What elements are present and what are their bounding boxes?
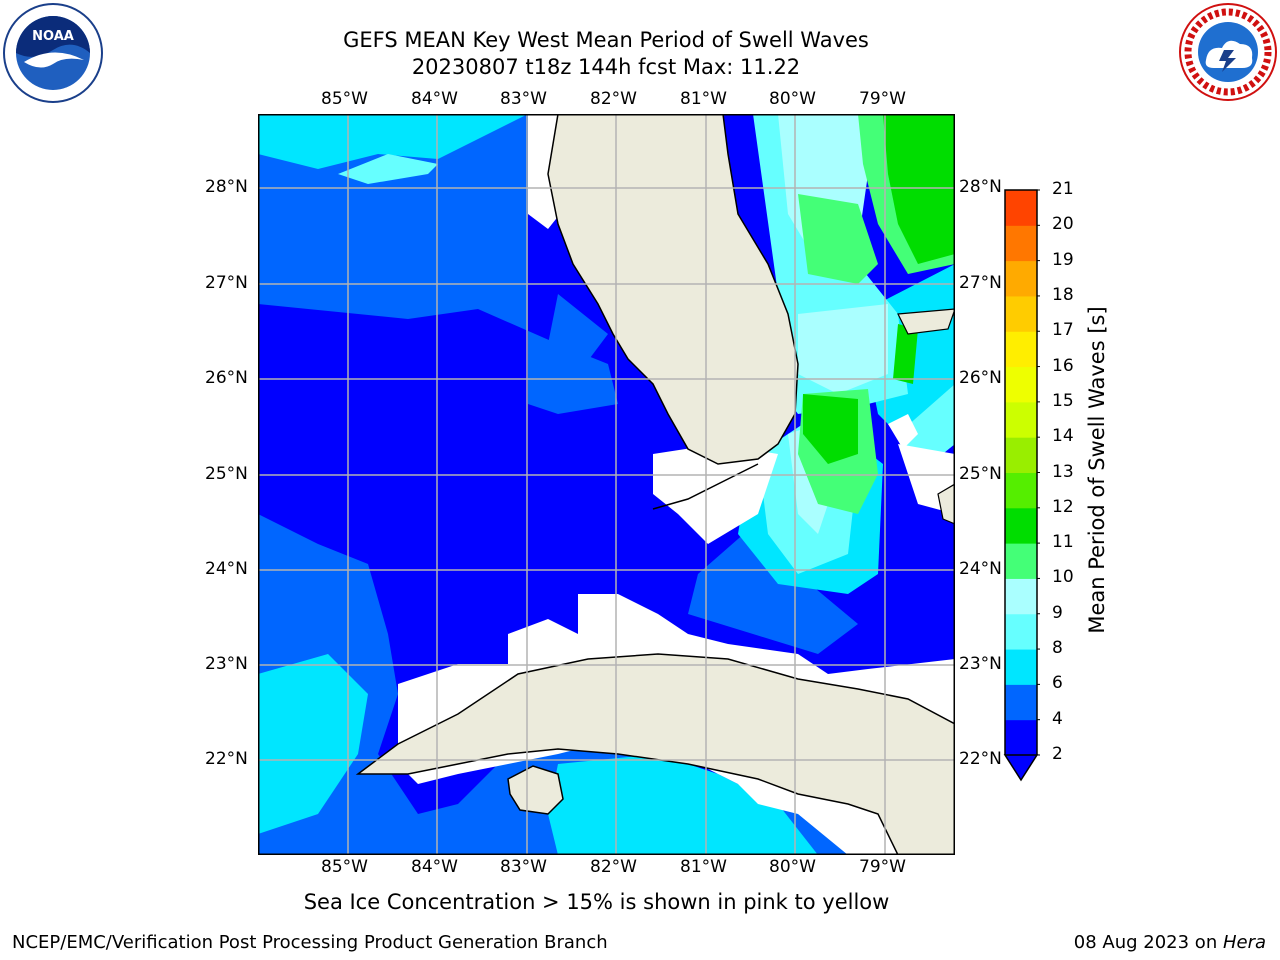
lat-label-right: 25°N [959, 464, 1002, 484]
isle-of-youth [507, 765, 564, 815]
colorbar-segment [1005, 437, 1037, 473]
sea-ice-note-text: Sea Ice Concentration > 15% is shown in … [303, 890, 890, 914]
colorbar-segment [1005, 507, 1037, 544]
colorbar-tick-label: 11 [1052, 532, 1074, 553]
lat-label-left: 26°N [205, 368, 248, 388]
colorbar-ticks: 2 4 6 8 9 10 11 12 13 14 15 16 17 18 19 20 21 [1052, 0, 1092, 960]
colorbar-segment [1005, 401, 1037, 438]
cuba-landmass [355, 653, 955, 855]
colorbar-tick-label: 21 [1052, 179, 1074, 199]
sea-ice-note: Sea Ice Concentration > 15% is shown in … [0, 890, 1280, 914]
map-frame [258, 114, 955, 855]
colorbar-segment [1005, 543, 1037, 579]
noaa-logo-text: NOAA [32, 29, 74, 44]
colorbar-segment [1005, 649, 1037, 685]
lat-label-right: 28°N [959, 177, 1002, 197]
colorbar-segment [1005, 472, 1037, 509]
lon-label-top: 81°W [680, 89, 727, 109]
lat-label-right: 24°N [959, 559, 1002, 579]
colorbar-tick-label: 19 [1052, 249, 1074, 270]
colorbar-segment [1005, 190, 1037, 226]
lon-label-top: 85°W [321, 89, 368, 109]
bahamas-island [937, 483, 955, 525]
date-stamp: 08 Aug 2023 on Hera [1074, 932, 1266, 953]
chart-subtitle: 20230807 t18z 144h fcst Max: 11.22 [411, 55, 801, 79]
colorbar-tick-label: 16 [1052, 355, 1074, 376]
lat-label-left: 28°N [205, 177, 248, 197]
florida-landmass [547, 114, 799, 465]
noaa-logo: NOAA [2, 2, 104, 104]
lat-label-left: 22°N [205, 749, 248, 769]
date-text: 08 Aug 2023 on [1073, 932, 1223, 953]
colorbar-segment [1005, 366, 1037, 403]
colorbar-segment [1005, 260, 1037, 297]
colorbar-segment [1005, 578, 1037, 615]
lat-label-right: 26°N [959, 368, 1002, 388]
colorbar-tick-label: 12 [1052, 496, 1074, 517]
lat-label-left: 27°N [205, 273, 248, 293]
lon-label-bottom: 83°W [500, 857, 547, 877]
lon-label-top: 84°W [411, 89, 458, 109]
lat-label-left: 24°N [205, 559, 248, 579]
florida-keys [652, 463, 759, 510]
lon-label-bottom: 81°W [680, 857, 727, 877]
colorbar-tick-label: 9 [1052, 602, 1063, 623]
colorbar-tick-label: 8 [1052, 638, 1063, 659]
colorbar-under-arrow [1003, 754, 1039, 782]
lat-label-left: 23°N [205, 654, 248, 674]
graticule [258, 114, 955, 855]
colorbar-segment [1005, 331, 1037, 368]
colorbar-tick-label: 2 [1052, 744, 1063, 764]
credit-text: NCEP/EMC/Verification Post Processing Pr… [12, 932, 608, 953]
colorbar [1000, 185, 1040, 785]
colorbar-tick-label: 15 [1052, 390, 1074, 411]
nws-logo [1178, 2, 1278, 102]
colorbar-segment [1005, 719, 1037, 756]
swell-field-10-11 [803, 114, 955, 464]
lon-label-bottom: 79°W [859, 857, 906, 877]
colorbar-tick-label: 17 [1052, 320, 1074, 341]
lon-label-top: 82°W [590, 89, 637, 109]
colorbar-tick-label: 13 [1052, 461, 1074, 482]
lon-label-bottom: 80°W [769, 857, 816, 877]
colorbar-segment [1005, 295, 1037, 332]
colorbar-tick-label: 14 [1052, 426, 1074, 447]
lon-label-bottom: 82°W [590, 857, 637, 877]
colorbar-segment [1005, 613, 1037, 650]
lon-label-bottom: 85°W [321, 857, 368, 877]
colorbar-segment [1005, 225, 1037, 262]
colorbar-tick-label: 18 [1052, 284, 1074, 305]
chart-title: GEFS MEAN Key West Mean Period of Swell … [343, 28, 869, 52]
lon-label-top: 79°W [859, 89, 906, 109]
lon-label-top: 80°W [769, 89, 816, 109]
bahamas-island [897, 308, 955, 335]
lat-label-left: 25°N [205, 464, 248, 484]
colorbar-tick-label: 20 [1052, 214, 1074, 235]
lon-label-bottom: 84°W [411, 857, 458, 877]
lat-label-right: 23°N [959, 654, 1002, 674]
colorbar-tick-label: 4 [1052, 708, 1063, 729]
map-panel [258, 114, 955, 855]
colorbar-label: Mean Period of Swell Waves [s] [1085, 306, 1109, 634]
lon-label-top: 83°W [500, 89, 547, 109]
lat-label-right: 22°N [959, 749, 1002, 769]
colorbar-tick-label: 6 [1052, 673, 1063, 694]
colorbar-segment [1005, 684, 1037, 721]
host-name: Hera [1222, 932, 1266, 953]
lat-label-right: 27°N [959, 273, 1002, 293]
colorbar-tick-label: 10 [1052, 567, 1074, 588]
